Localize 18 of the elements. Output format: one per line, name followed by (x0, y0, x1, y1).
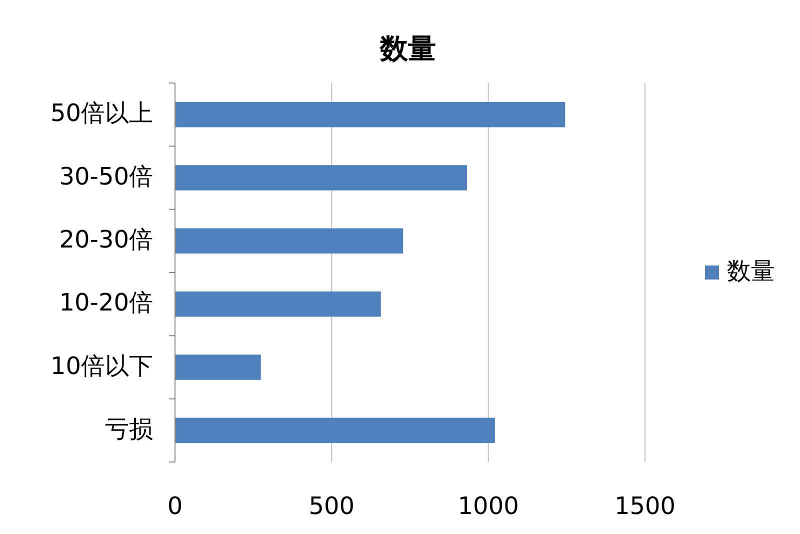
y-tick-label: 20-30倍 (59, 225, 153, 254)
bar (175, 418, 495, 444)
bar (175, 228, 404, 254)
chart-title: 数量 (379, 32, 436, 65)
y-tick-label: 10倍以下 (50, 352, 153, 380)
x-tick-label: 0 (167, 492, 183, 520)
x-tick-label: 1000 (458, 492, 519, 520)
bar (175, 354, 261, 380)
y-tick-label: 10-20倍 (59, 288, 153, 317)
y-tick-label: 亏损 (105, 414, 153, 443)
x-tick-label: 1500 (614, 492, 676, 520)
y-tick-label: 30-50倍 (59, 162, 153, 190)
legend-label: 数量 (727, 257, 775, 286)
y-tick-label: 50倍以上 (50, 99, 153, 128)
bar (175, 165, 468, 190)
bar (175, 102, 566, 128)
bar (175, 291, 381, 317)
x-tick-label: 500 (308, 492, 355, 520)
